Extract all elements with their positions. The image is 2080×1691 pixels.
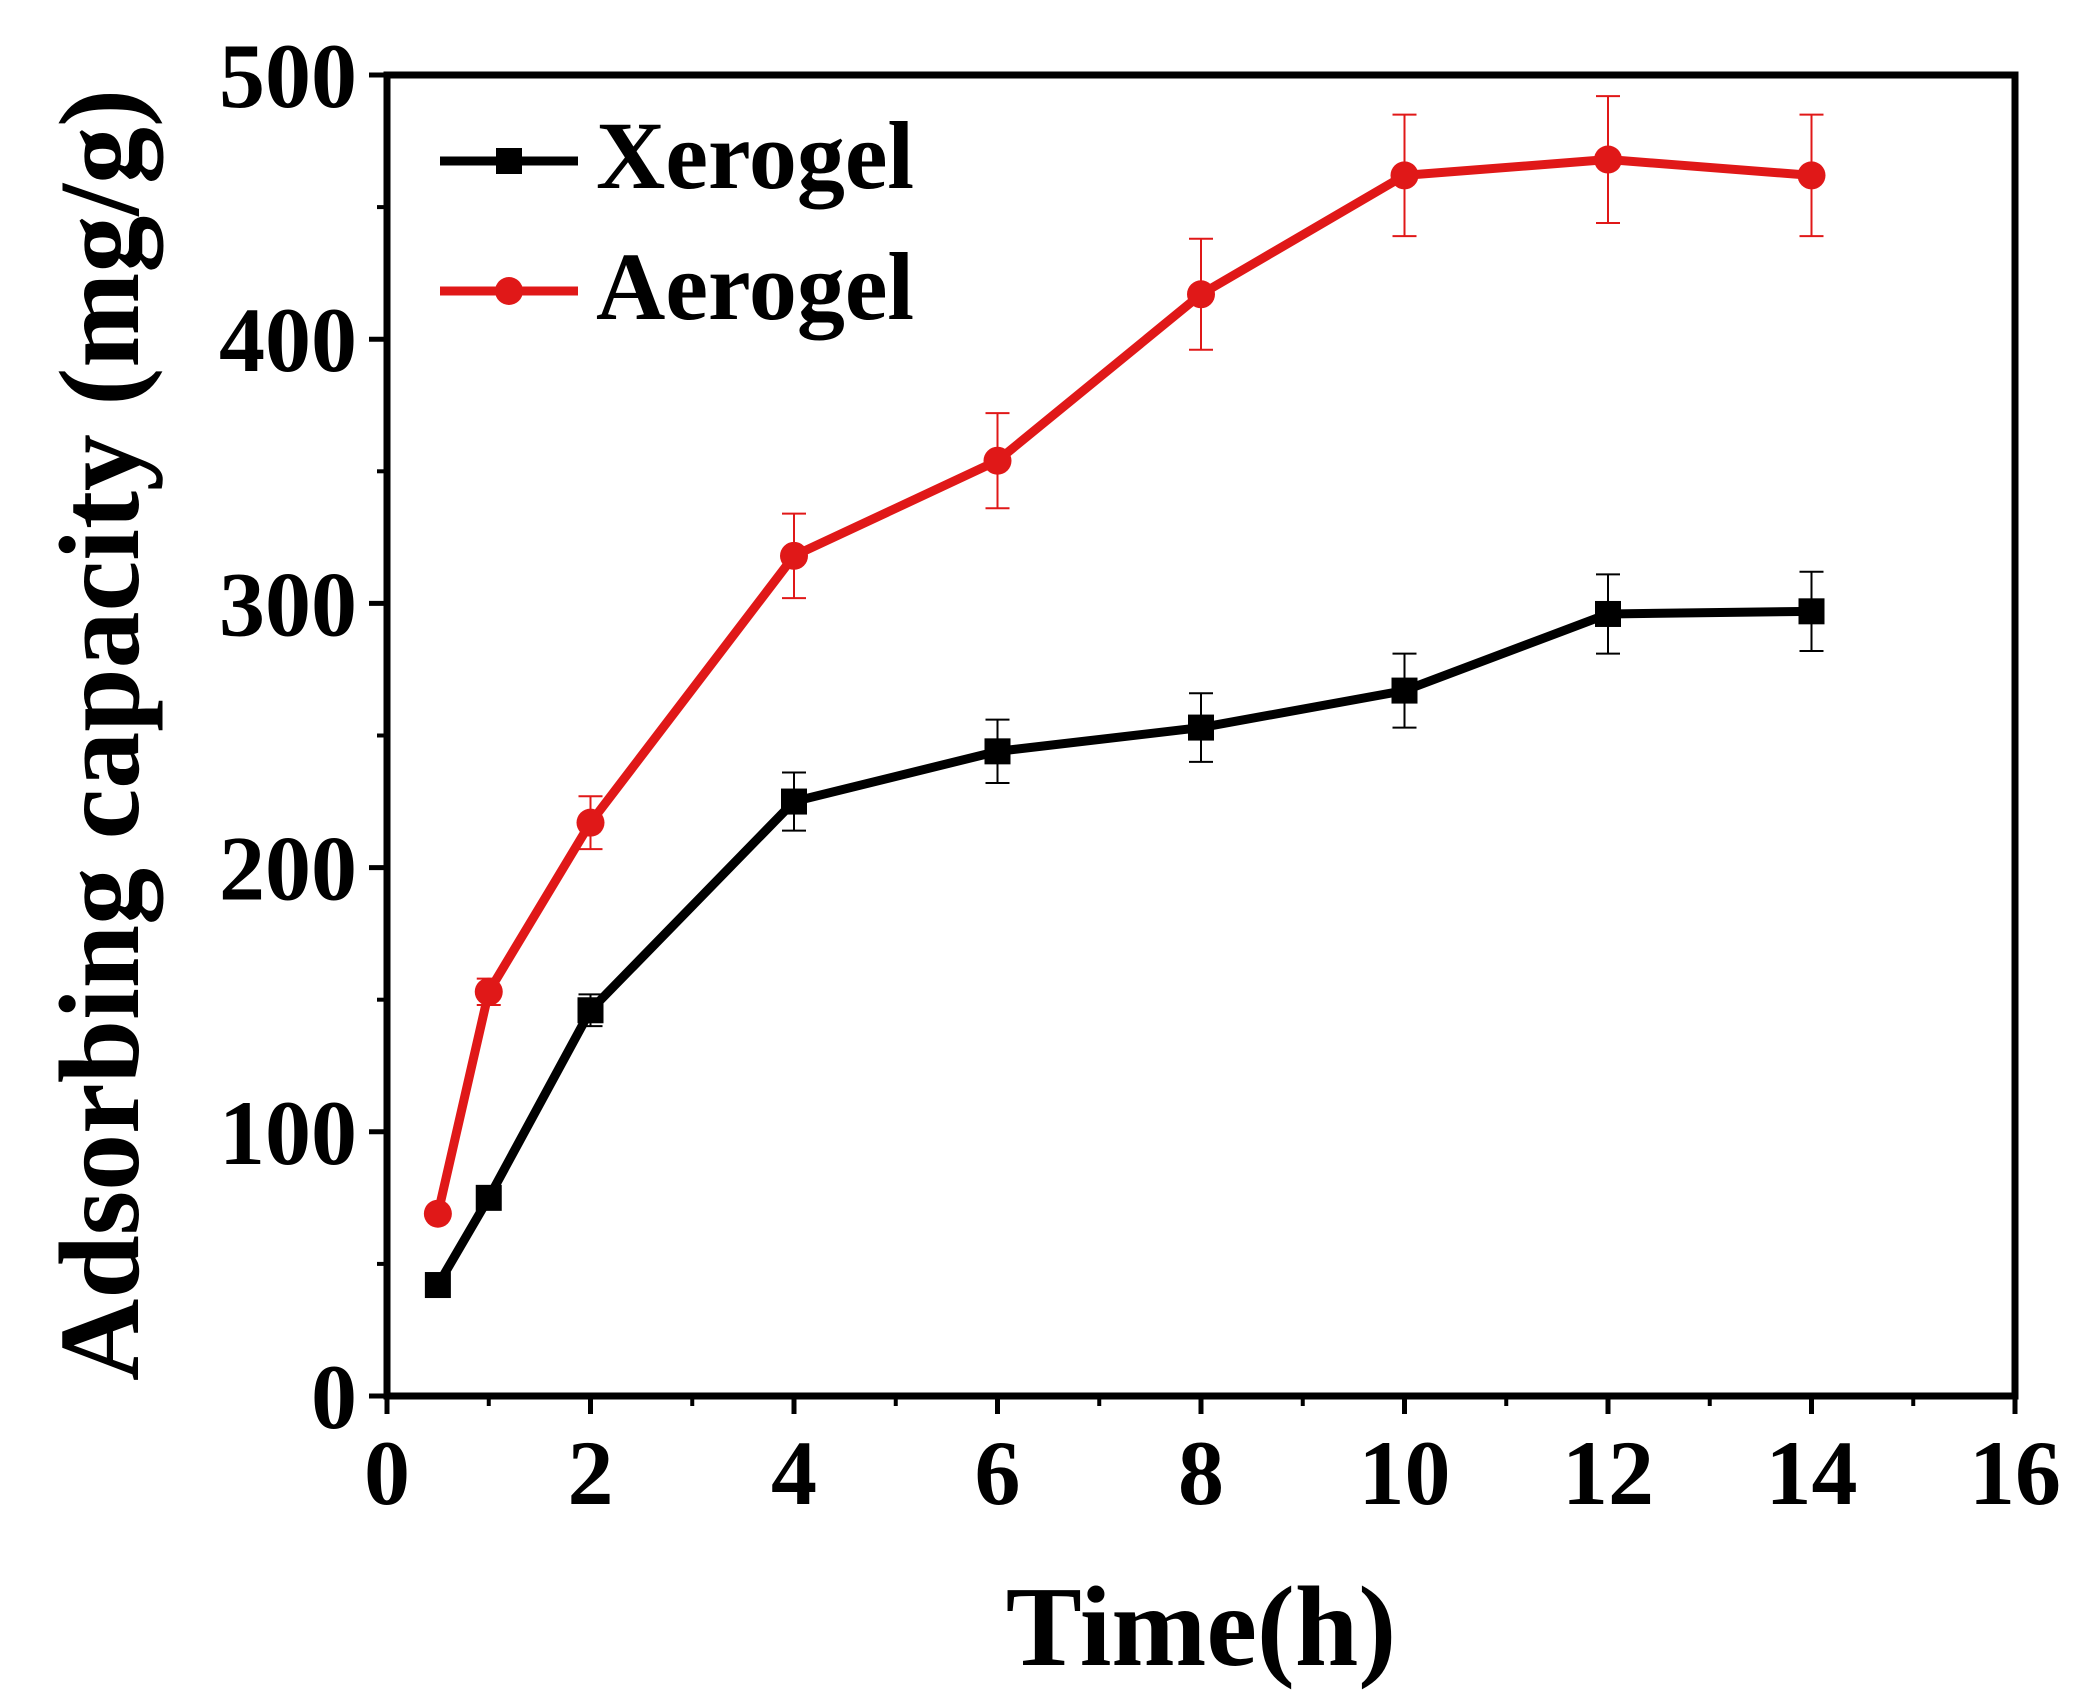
x-tick-label: 12 (1562, 1422, 1654, 1524)
x-axis-label: Time(h) (1006, 1563, 1397, 1690)
legend-label-aerogel: Aerogel (596, 233, 914, 340)
data-point-aerogel (423, 1199, 452, 1228)
y-tick-label: 300 (219, 553, 357, 655)
x-tick-label: 6 (975, 1422, 1021, 1524)
y-tick-label: 500 (219, 25, 357, 127)
data-point-xerogel (475, 1184, 502, 1211)
y-tick-label: 100 (219, 1082, 357, 1184)
data-point-xerogel (424, 1272, 451, 1299)
series-layer (423, 95, 1826, 1299)
x-tick-label: 16 (1969, 1422, 2061, 1524)
data-point-aerogel (1390, 161, 1419, 190)
legend-marker-xerogel (496, 148, 522, 174)
x-tick-label: 10 (1359, 1422, 1451, 1524)
data-point-xerogel (1188, 714, 1214, 741)
x-tick-label: 14 (1766, 1422, 1858, 1524)
data-point-aerogel (576, 808, 605, 837)
series-line-xerogel (433, 606, 1812, 1288)
data-point-aerogel (780, 541, 808, 570)
data-point-xerogel (577, 997, 604, 1024)
data-point-xerogel (1595, 600, 1621, 627)
x-tick-labels: 0 2 4 6 8 10 12 14 16 (364, 1422, 2061, 1524)
x-tick-label: 4 (771, 1422, 817, 1524)
series-xerogel (424, 570, 1825, 1299)
x-tick-label: 8 (1178, 1422, 1224, 1524)
x-tick-label: 0 (364, 1422, 410, 1524)
data-point-aerogel (1797, 161, 1826, 190)
data-point-aerogel (1187, 280, 1215, 309)
tick-marks (369, 72, 2018, 1414)
data-point-xerogel (1798, 598, 1825, 625)
data-point-aerogel (1594, 145, 1622, 174)
data-point-xerogel (984, 738, 1011, 765)
y-axis-label: Adsorbing capacity (mg/g) (36, 89, 163, 1381)
legend-label-xerogel: Xerogel (596, 102, 914, 209)
data-point-xerogel (781, 788, 807, 815)
data-point-aerogel (983, 446, 1012, 475)
data-point-aerogel (474, 977, 503, 1006)
y-tick-label: 400 (219, 289, 357, 391)
series-aerogel (423, 95, 1826, 1228)
x-tick-label: 2 (568, 1422, 614, 1524)
y-tick-label: 200 (219, 818, 357, 920)
data-point-xerogel (1391, 677, 1418, 704)
y-tick-labels: 0 100 200 300 400 500 (219, 25, 357, 1448)
y-tick-label: 0 (311, 1346, 357, 1448)
legend-marker-aerogel (495, 277, 523, 305)
legend: Xerogel Aerogel (440, 102, 914, 340)
